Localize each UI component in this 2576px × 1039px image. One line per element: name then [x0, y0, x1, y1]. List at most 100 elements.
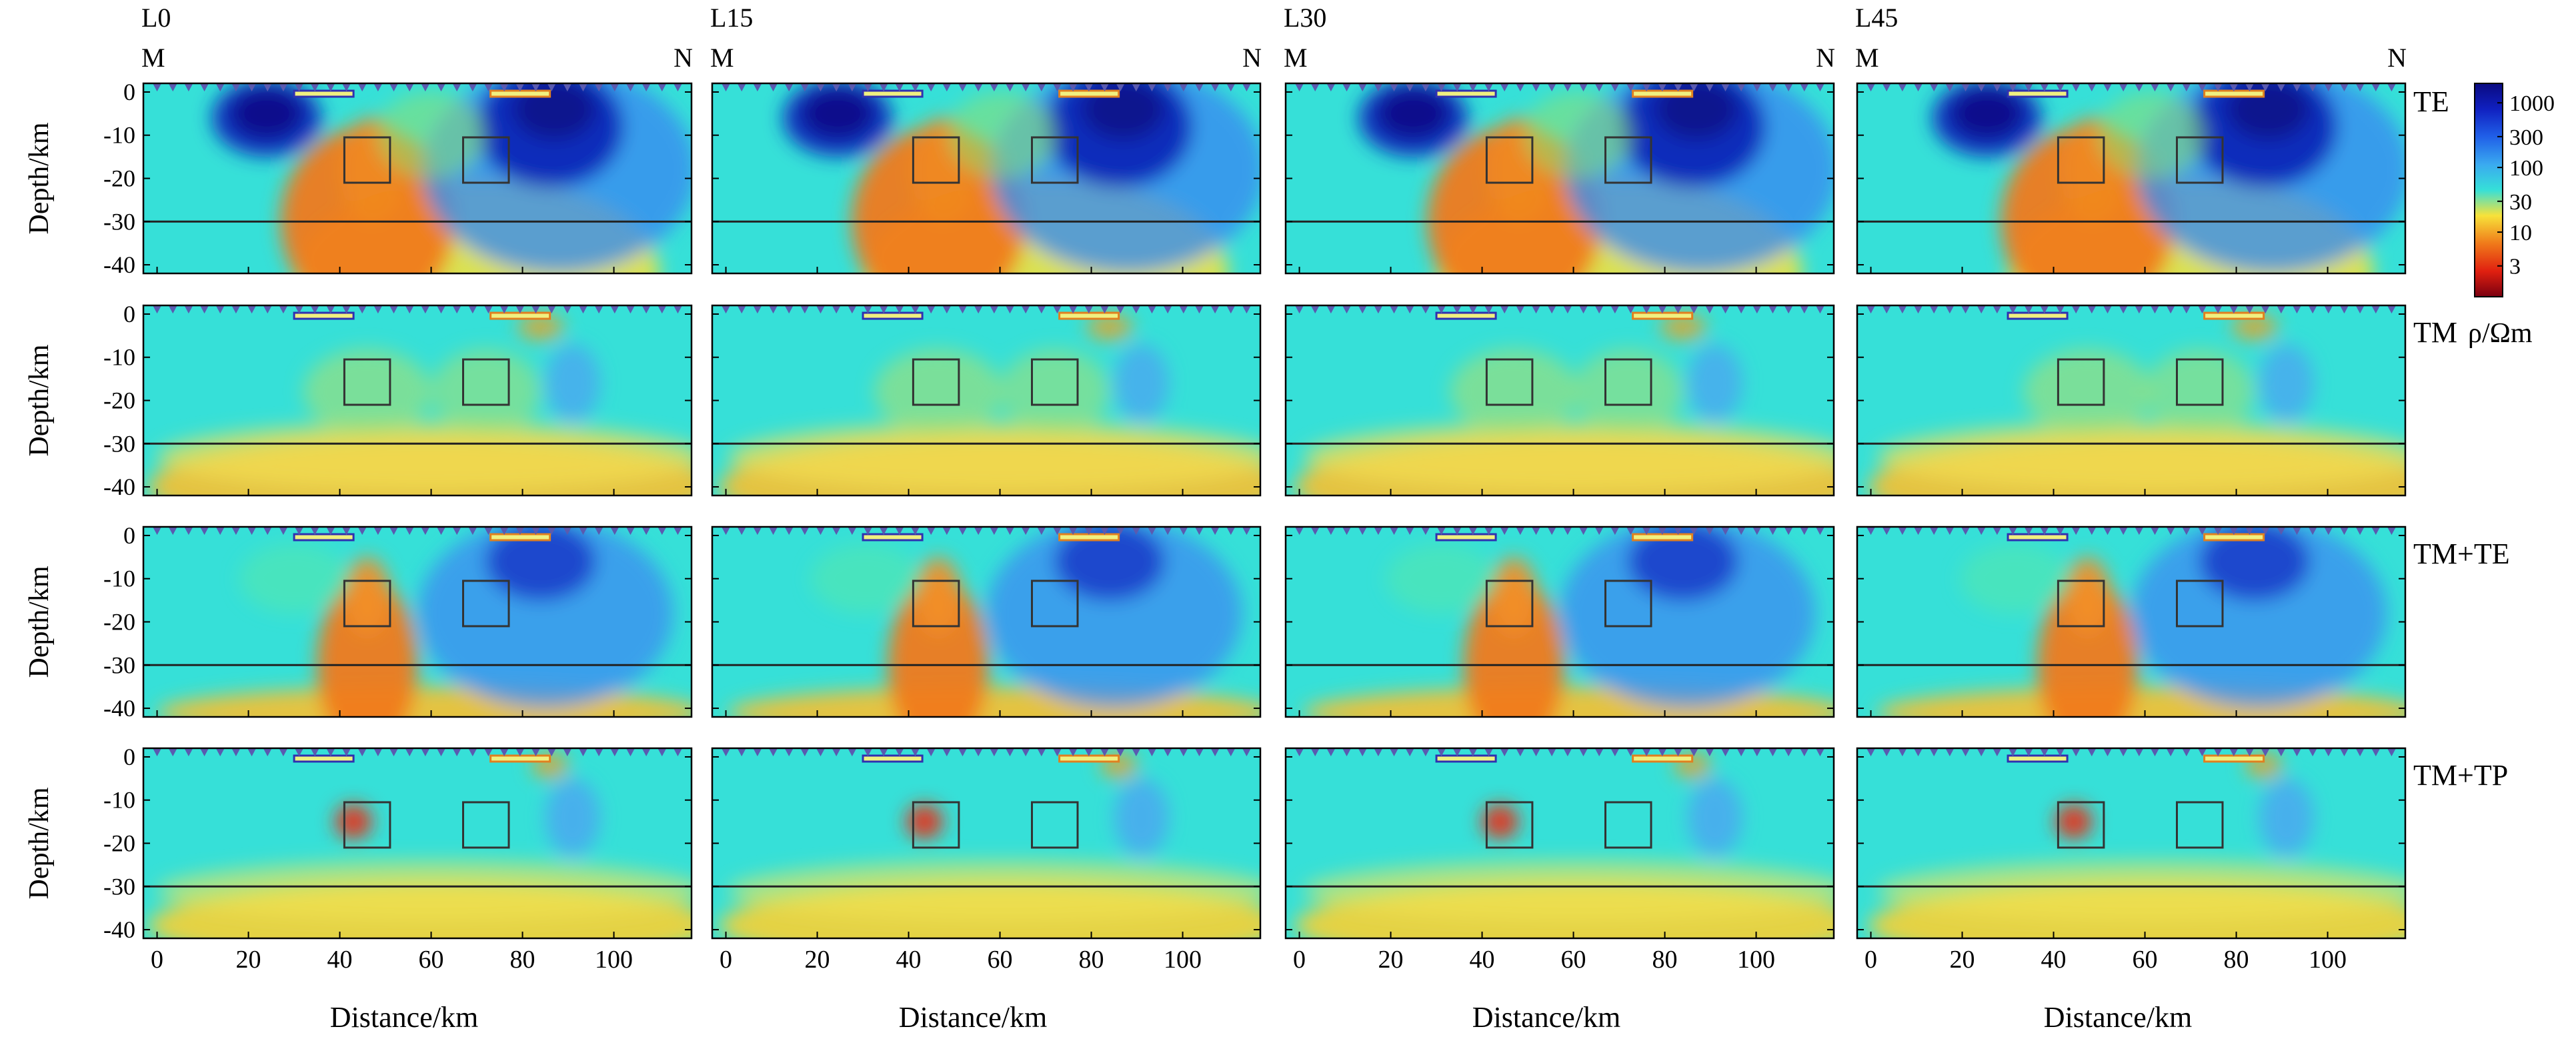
station-marker	[247, 526, 257, 536]
station-marker	[894, 526, 904, 536]
station-marker	[2024, 748, 2034, 757]
station-marker	[2213, 748, 2223, 757]
station-marker	[2024, 305, 2034, 314]
station-marker	[1929, 748, 1939, 757]
resistivity-anomaly	[1687, 344, 1742, 422]
station-marker	[974, 83, 984, 92]
station-marker	[1562, 305, 1572, 314]
station-marker	[2371, 305, 2381, 314]
surface-conductor-marker	[293, 754, 355, 763]
station-marker	[452, 83, 462, 92]
y-tick-label: 0	[123, 301, 135, 327]
station-marker	[2103, 83, 2113, 92]
target-box	[2057, 136, 2105, 184]
model-panel	[1284, 526, 1835, 718]
resistivity-anomaly	[1560, 527, 1816, 709]
surface-conductor-marker	[1435, 533, 1497, 542]
y-tick-label: -40	[103, 695, 135, 722]
station-marker	[263, 748, 273, 757]
station-marker	[1420, 748, 1430, 757]
station-marker	[1021, 305, 1031, 314]
station-marker	[215, 305, 225, 314]
resistivity-anomaly	[947, 91, 1058, 179]
surface-conductor-marker	[1435, 754, 1497, 763]
station-marker	[1021, 83, 1031, 92]
station-marker	[1131, 748, 1141, 757]
station-marker	[2245, 526, 2255, 536]
station-marker	[1084, 748, 1094, 757]
station-marker	[1752, 83, 1762, 92]
station-marker	[373, 526, 383, 536]
station-marker	[1373, 748, 1383, 757]
station-marker	[1657, 83, 1667, 92]
x-tick-label: 0	[1864, 946, 1877, 974]
station-marker	[294, 748, 304, 757]
station-marker	[2166, 83, 2176, 92]
resistivity-anomaly	[2131, 527, 2387, 709]
station-marker	[1657, 748, 1667, 757]
station-marker	[1326, 83, 1336, 92]
station-marker	[1210, 748, 1220, 757]
station-marker	[1594, 305, 1604, 314]
station-marker	[1866, 83, 1876, 92]
station-marker	[1799, 748, 1809, 757]
x-tick-label: 100	[1164, 946, 1202, 974]
station-marker	[2134, 748, 2144, 757]
station-marker	[1178, 748, 1188, 757]
resistivity-anomaly	[728, 421, 1260, 491]
x-tick-label: 20	[1950, 946, 1975, 974]
x-tick-label: 20	[805, 946, 830, 974]
resistivity-anomaly	[2199, 527, 2310, 601]
station-marker	[278, 526, 288, 536]
station-marker	[1594, 83, 1604, 92]
station-marker	[547, 305, 557, 314]
station-marker	[1468, 305, 1478, 314]
resistivity-field	[712, 748, 1260, 938]
station-marker	[499, 526, 509, 536]
station-marker	[215, 83, 225, 92]
surface-conductor-marker	[1058, 533, 1120, 542]
station-marker	[183, 748, 193, 757]
resistivity-field	[1857, 83, 2405, 273]
station-marker	[2355, 526, 2365, 536]
profile-start-label: M	[1855, 43, 1879, 73]
resistivity-field	[143, 527, 692, 717]
station-marker	[1226, 305, 1236, 314]
station-marker	[752, 748, 762, 757]
station-marker	[1194, 526, 1204, 536]
surface-conductor-marker	[2203, 533, 2265, 542]
station-marker	[863, 83, 873, 92]
station-marker	[562, 83, 572, 92]
resistivity-anomaly	[1687, 778, 1742, 856]
station-marker	[1642, 83, 1652, 92]
station-marker	[1326, 748, 1336, 757]
surface-conductor-marker	[489, 754, 551, 763]
station-marker	[942, 526, 952, 536]
surface-conductor-marker	[1058, 89, 1120, 98]
station-marker	[974, 305, 984, 314]
station-marker	[910, 748, 920, 757]
resistivity-field	[143, 83, 692, 273]
station-marker	[1147, 526, 1157, 536]
station-marker	[594, 748, 604, 757]
profile-end-label: N	[1816, 43, 1835, 73]
station-marker	[2008, 748, 2018, 757]
surface-conductor-marker	[2203, 754, 2265, 763]
surface-conductor-marker	[862, 533, 924, 542]
resistivity-anomaly	[1877, 421, 2405, 491]
station-marker	[1815, 83, 1825, 92]
column-title: L0	[141, 3, 171, 33]
station-marker	[1515, 526, 1525, 536]
station-marker	[1578, 748, 1588, 757]
station-marker	[547, 748, 557, 757]
target-box	[1485, 580, 1534, 628]
station-marker	[2308, 83, 2318, 92]
station-marker	[942, 748, 952, 757]
station-marker	[2119, 83, 2129, 92]
x-tick-label: 60	[1561, 946, 1586, 974]
station-marker	[231, 526, 241, 536]
station-marker	[183, 526, 193, 536]
station-marker	[1405, 748, 1415, 757]
station-marker	[1897, 748, 1907, 757]
model-panel: 0 -10 -20 -30 -40 Depth/km	[24, 301, 693, 500]
